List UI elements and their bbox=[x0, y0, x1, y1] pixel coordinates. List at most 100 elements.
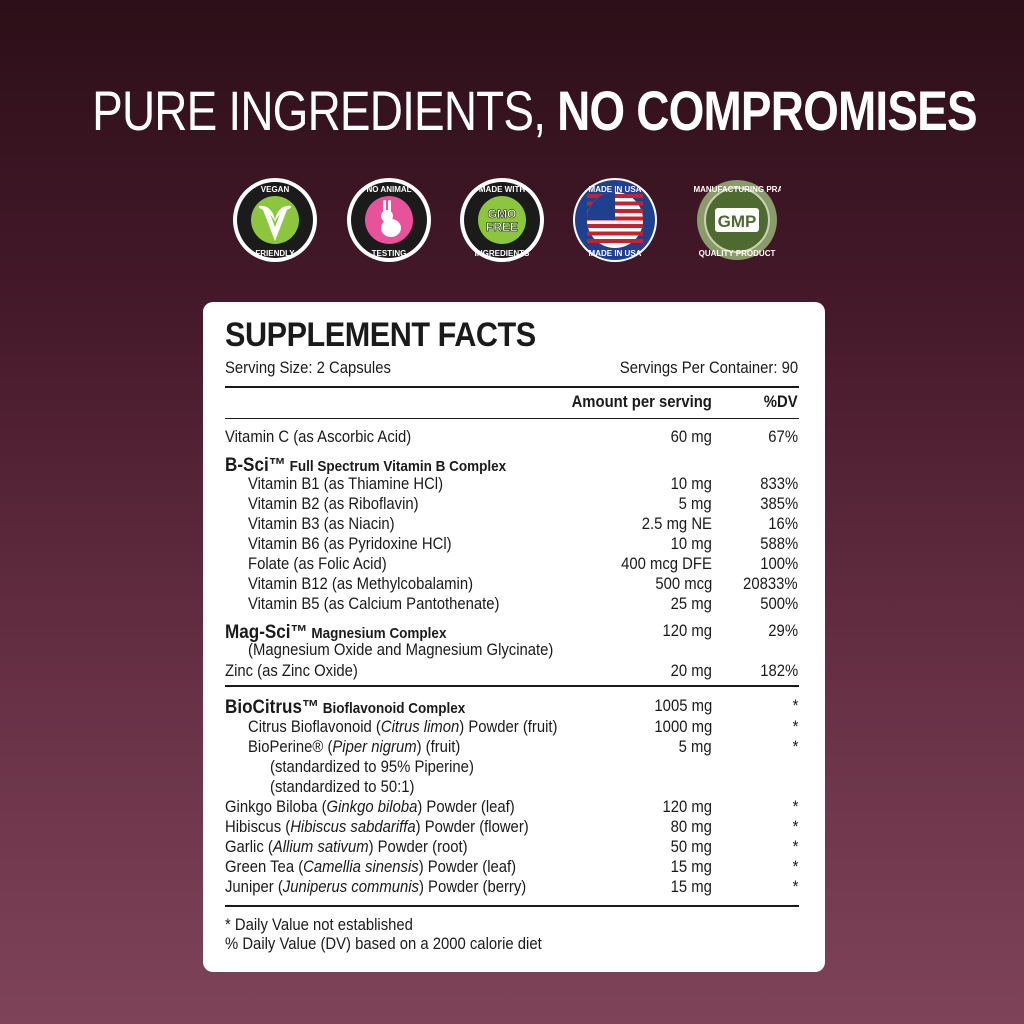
footnote-daily-value: % Daily Value (DV) based on a 2000 calor… bbox=[225, 935, 542, 953]
ingredient-latin-name: Camellia sinensis bbox=[303, 858, 419, 876]
daily-value: 588% bbox=[760, 535, 798, 553]
divider bbox=[225, 905, 799, 907]
headline: PURE INGREDIENTS, NO COMPROMISES bbox=[92, 78, 977, 143]
complex-subtitle: Full Spectrum Vitamin B Complex bbox=[285, 458, 507, 475]
daily-value: 16% bbox=[768, 515, 798, 533]
vegan-badge-icon: VEGAN FRIENDLY bbox=[231, 176, 319, 264]
daily-value: 29% bbox=[768, 622, 798, 640]
badge-bottom-text: FRIENDLY bbox=[255, 249, 295, 258]
ingredient-latin-name: Piper nigrum bbox=[332, 738, 417, 756]
facts-row: (standardized to 50:1) bbox=[203, 778, 825, 798]
made-in-usa-badge-icon: MADE IN USA MADE IN USA bbox=[571, 176, 659, 264]
headline-light: PURE INGREDIENTS, bbox=[92, 79, 558, 142]
badge-top-text: MADE IN USA bbox=[589, 185, 642, 194]
servings-per-container: Servings Per Container: 90 bbox=[619, 359, 798, 377]
facts-row: Mag-Sci™ Magnesium Complex 120 mg 29% bbox=[203, 622, 825, 643]
daily-value: 833% bbox=[760, 475, 798, 493]
facts-row: BioCitrus™ Bioflavonoid Complex 1005 mg * bbox=[203, 697, 825, 718]
facts-row: BioPerine® (Piper nigrum) (fruit) 5 mg * bbox=[203, 738, 825, 758]
ingredient-name: (Magnesium Oxide and Magnesium Glycinate… bbox=[248, 641, 554, 659]
ingredient-part: ) Powder (flower) bbox=[415, 818, 529, 836]
badge-top-text: VEGAN bbox=[261, 185, 290, 194]
facts-row: Green Tea (Camellia sinensis) Powder (le… bbox=[203, 858, 825, 878]
ingredient-part: ) (fruit) bbox=[416, 738, 461, 756]
daily-value: 182% bbox=[760, 662, 798, 680]
svg-text:GMO: GMO bbox=[488, 207, 517, 221]
ingredient-name: Zinc (as Zinc Oxide) bbox=[225, 662, 358, 680]
complex-subtitle: Bioflavonoid Complex bbox=[319, 700, 466, 717]
ingredient-part: ) Powder (leaf) bbox=[418, 858, 517, 876]
amount: 120 mg bbox=[662, 798, 712, 816]
daily-value: * bbox=[792, 818, 798, 836]
ingredient-name: Vitamin B2 (as Riboflavin) bbox=[248, 495, 419, 513]
amount: 15 mg bbox=[670, 878, 712, 896]
badge-bottom-text: QUALITY PRODUCT bbox=[699, 249, 776, 258]
daily-value: * bbox=[792, 738, 798, 756]
daily-value: 100% bbox=[760, 555, 798, 573]
ingredient-name: Ginkgo Biloba ( bbox=[225, 798, 327, 816]
daily-value: * bbox=[792, 878, 798, 896]
svg-text:FREE: FREE bbox=[486, 220, 518, 234]
ingredient-name: Vitamin B1 (as Thiamine HCl) bbox=[248, 475, 444, 493]
complex-subtitle: Magnesium Complex bbox=[307, 625, 447, 642]
facts-row: Folate (as Folic Acid) 400 mcg DFE 100% bbox=[203, 555, 825, 575]
daily-value: 20833% bbox=[743, 575, 798, 593]
badge-bottom-text: MADE IN USA bbox=[589, 249, 642, 258]
amount: 500 mcg bbox=[655, 575, 712, 593]
facts-title: SUPPLEMENT FACTS bbox=[225, 316, 536, 354]
facts-row: Vitamin B3 (as Niacin) 2.5 mg NE 16% bbox=[203, 515, 825, 535]
ingredient-name: Vitamin B12 (as Methylcobalamin) bbox=[248, 575, 474, 593]
complex-name: Mag-Sci™ bbox=[225, 622, 308, 643]
footnote-dv-not-established: * Daily Value not established bbox=[225, 916, 413, 934]
ingredient-latin-name: Hibiscus sabdariffa bbox=[290, 818, 416, 836]
facts-row: Vitamin C (as Ascorbic Acid) 60 mg 67% bbox=[203, 428, 825, 448]
daily-value: 67% bbox=[768, 428, 798, 446]
supplement-facts-panel: SUPPLEMENT FACTS Serving Size: 2 Capsule… bbox=[203, 302, 825, 972]
ingredient-name: Vitamin C (as Ascorbic Acid) bbox=[225, 428, 412, 446]
amount: 80 mg bbox=[670, 818, 712, 836]
amount: 5 mg bbox=[678, 738, 712, 756]
ingredient-name: Juniper ( bbox=[225, 878, 283, 896]
ingredient-latin-name: Juniperus communis bbox=[282, 878, 419, 896]
gmp-badge-icon: GMP GOOD MANUFACTURING PRACTICE QUALITY … bbox=[667, 176, 808, 264]
amount: 120 mg bbox=[662, 622, 712, 640]
serving-size: Serving Size: 2 Capsules bbox=[225, 359, 391, 377]
ingredient-name: Hibiscus ( bbox=[225, 818, 291, 836]
svg-text:GMP: GMP bbox=[718, 212, 757, 231]
facts-row: Vitamin B2 (as Riboflavin) 5 mg 385% bbox=[203, 495, 825, 515]
facts-row: Juniper (Juniperus communis) Powder (ber… bbox=[203, 878, 825, 898]
amount: 1000 mg bbox=[654, 718, 712, 736]
headline-bold: NO COMPROMISES bbox=[557, 79, 978, 142]
ingredient-name: Vitamin B3 (as Niacin) bbox=[248, 515, 395, 533]
daily-value: 385% bbox=[760, 495, 798, 513]
facts-row: Citrus Bioflavonoid (Citrus limon) Powde… bbox=[203, 718, 825, 738]
facts-row: B-Sci™ Full Spectrum Vitamin B Complex bbox=[203, 455, 825, 476]
facts-row: Vitamin B6 (as Pyridoxine HCl) 10 mg 588% bbox=[203, 535, 825, 555]
ingredient-name: Vitamin B5 (as Calcium Pantothenate) bbox=[248, 595, 500, 613]
daily-value: * bbox=[792, 858, 798, 876]
badge-top-text: GOOD MANUFACTURING PRACTICE bbox=[693, 185, 781, 194]
ingredient-latin-name: Ginkgo biloba bbox=[326, 798, 418, 816]
amount: 10 mg bbox=[670, 535, 712, 553]
ingredient-name: Vitamin B6 (as Pyridoxine HCl) bbox=[248, 535, 452, 553]
ingredient-latin-name: Allium sativum bbox=[272, 838, 369, 856]
gmo-free-badge-icon: GMO FREE MADE WITH INGREDIENTS bbox=[458, 176, 546, 264]
amount: 1005 mg bbox=[654, 697, 712, 715]
amount: 60 mg bbox=[670, 428, 712, 446]
facts-row: Zinc (as Zinc Oxide) 20 mg 182% bbox=[203, 662, 825, 682]
divider bbox=[225, 418, 799, 419]
amount: 2.5 mg NE bbox=[641, 515, 712, 533]
facts-row: Garlic (Allium sativum) Powder (root) 50 … bbox=[203, 838, 825, 858]
ingredient-name: BioPerine® ( bbox=[248, 738, 333, 756]
facts-row: Vitamin B1 (as Thiamine HCl) 10 mg 833% bbox=[203, 475, 825, 495]
amount: 5 mg bbox=[678, 495, 712, 513]
daily-value: * bbox=[792, 697, 798, 715]
badge-row: VEGAN FRIENDLY NO ANIMAL TESTING GMO FREE … bbox=[0, 176, 1024, 268]
facts-row: (standardized to 95% Piperine) bbox=[203, 758, 825, 778]
amount: 400 mcg DFE bbox=[621, 555, 712, 573]
complex-name: B-Sci™ bbox=[225, 455, 286, 476]
complex-name: BioCitrus™ bbox=[225, 697, 320, 718]
no-animal-testing-badge-icon: NO ANIMAL TESTING bbox=[345, 176, 433, 264]
ingredient-name: (standardized to 95% Piperine) bbox=[270, 758, 474, 776]
daily-value: 500% bbox=[760, 595, 798, 613]
